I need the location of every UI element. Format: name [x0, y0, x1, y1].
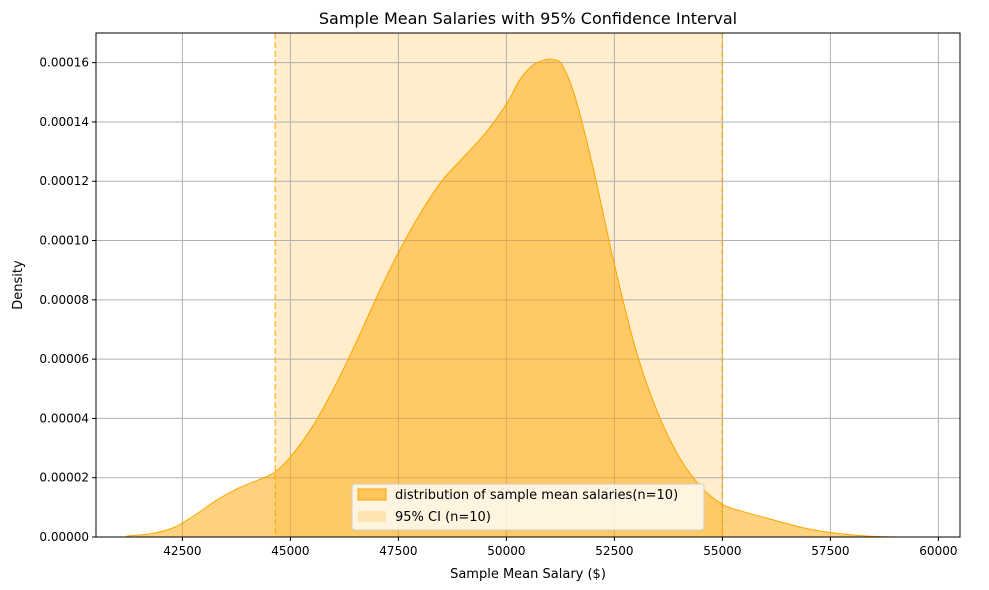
y-tick-label: 0.00010 — [39, 234, 89, 248]
density-line — [126, 58, 900, 538]
legend-label-distribution: distribution of sample mean salaries(n=1… — [395, 488, 678, 503]
x-tick-label: 45000 — [271, 544, 309, 558]
legend-frame — [351, 483, 705, 531]
x-tick-label: 55000 — [703, 544, 741, 558]
legend-swatch-ci — [358, 511, 386, 522]
x-axis-title: Sample Mean Salary ($) — [450, 567, 606, 582]
y-tick-label: 0.00014 — [39, 115, 89, 129]
x-axis: 42500 45000 47500 50000 52500 55000 57500 60000 — [163, 537, 957, 558]
y-tick-label: 0.00012 — [39, 174, 89, 188]
density-area — [126, 58, 900, 538]
legend-label-ci: 95% CI (n=10) — [395, 510, 491, 525]
y-tick-label: 0.00016 — [39, 56, 89, 70]
y-axis: 0.00000 0.00002 0.00004 0.00006 0.00008 0.000… — [39, 56, 96, 544]
y-axis-title: Density — [11, 260, 26, 310]
x-tick-label: 52500 — [595, 544, 633, 558]
plot-frame — [95, 32, 961, 538]
x-tick-label: 42500 — [163, 544, 201, 558]
y-tick-label: 0.00002 — [39, 471, 89, 485]
legend-swatch-distribution — [357, 488, 387, 501]
y-tick-label: 0.00006 — [39, 352, 89, 366]
x-tick-label: 60000 — [919, 544, 957, 558]
plot-area — [96, 33, 960, 538]
y-tick-label: 0.00008 — [39, 293, 89, 307]
x-tick-label: 50000 — [487, 544, 525, 558]
y-tick-label: 0.00004 — [39, 411, 89, 425]
chart-title: Sample Mean Salaries with 95% Confidence… — [319, 9, 737, 28]
x-tick-label: 47500 — [379, 544, 417, 558]
x-tick-label: 57500 — [811, 544, 849, 558]
legend: distribution of sample mean salaries(n=1… — [351, 483, 705, 531]
y-tick-label: 0.00000 — [39, 530, 89, 544]
